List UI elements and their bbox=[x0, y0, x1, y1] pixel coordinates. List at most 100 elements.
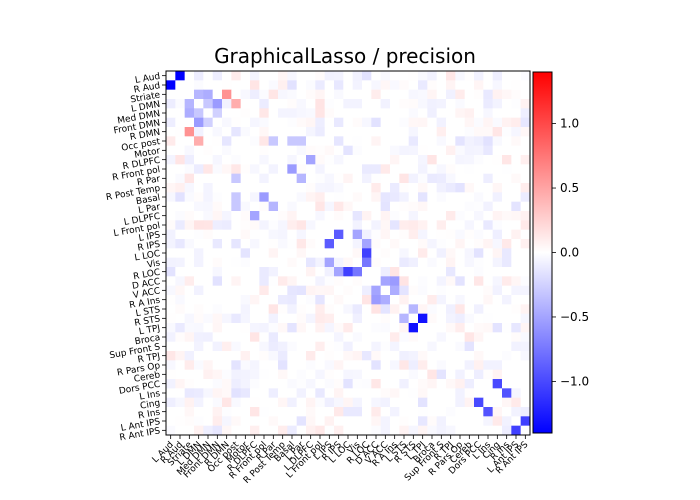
heatmap-cell bbox=[175, 267, 185, 277]
heatmap-cell bbox=[175, 425, 185, 436]
heatmap-cell bbox=[492, 127, 503, 137]
heatmap-cell bbox=[446, 323, 456, 333]
heatmap-cell bbox=[418, 257, 428, 268]
heatmap-cell bbox=[315, 229, 325, 240]
heatmap-cell bbox=[306, 285, 316, 296]
heatmap-cell bbox=[390, 71, 400, 81]
heatmap-cell bbox=[222, 211, 232, 221]
heatmap-cell bbox=[362, 397, 372, 408]
heatmap-cell bbox=[268, 248, 279, 258]
heatmap-cell bbox=[492, 211, 503, 221]
heatmap-cell bbox=[455, 183, 465, 193]
heatmap-cell bbox=[427, 425, 437, 436]
heatmap-cell bbox=[259, 183, 269, 193]
heatmap-cell bbox=[324, 248, 335, 258]
heatmap-cell bbox=[408, 211, 419, 221]
heatmap-cell bbox=[222, 80, 232, 90]
heatmap-cell bbox=[408, 239, 419, 249]
heatmap-cell bbox=[474, 304, 484, 314]
heatmap-cell bbox=[194, 332, 204, 342]
heatmap-cell bbox=[343, 108, 353, 118]
heatmap-cell bbox=[231, 71, 241, 81]
heatmap-cell bbox=[184, 341, 195, 352]
heatmap-cell bbox=[184, 267, 195, 277]
heatmap-cell bbox=[175, 295, 185, 305]
heatmap-cell bbox=[231, 220, 241, 230]
heatmap-cell bbox=[222, 192, 232, 202]
heatmap-cell bbox=[399, 108, 409, 118]
heatmap-cell bbox=[287, 145, 297, 156]
heatmap-cell bbox=[418, 117, 428, 128]
heatmap-cell bbox=[306, 248, 316, 258]
heatmap-cell bbox=[268, 267, 279, 277]
heatmap-cell bbox=[296, 397, 307, 408]
heatmap-cell bbox=[315, 351, 325, 361]
heatmap-cell bbox=[175, 192, 185, 202]
heatmap-cell bbox=[455, 211, 465, 221]
heatmap-cell bbox=[492, 425, 503, 436]
heatmap-cell bbox=[418, 276, 428, 286]
heatmap-cell bbox=[427, 360, 437, 370]
heatmap-cell bbox=[371, 304, 381, 314]
heatmap-cell bbox=[483, 155, 493, 165]
heatmap-cell bbox=[240, 192, 251, 202]
heatmap-cell bbox=[184, 173, 195, 184]
heatmap-cell bbox=[399, 425, 409, 436]
heatmap-cell bbox=[334, 295, 344, 305]
heatmap-cell bbox=[268, 397, 279, 408]
heatmap-cell bbox=[166, 416, 176, 426]
heatmap-cell bbox=[492, 117, 503, 128]
heatmap-cell bbox=[418, 323, 428, 333]
heatmap-cell bbox=[287, 71, 297, 81]
heatmap-cell bbox=[492, 341, 503, 352]
heatmap-cell bbox=[474, 220, 484, 230]
heatmap-cell bbox=[371, 388, 381, 398]
heatmap-cell bbox=[194, 173, 204, 184]
heatmap-cell bbox=[520, 127, 531, 137]
heatmap-cell bbox=[194, 239, 204, 249]
heatmap-cell bbox=[371, 108, 381, 118]
heatmap-cell bbox=[502, 257, 512, 268]
heatmap-cell bbox=[296, 248, 307, 258]
heatmap-cell bbox=[287, 155, 297, 165]
heatmap-cell bbox=[390, 407, 400, 417]
heatmap-cell bbox=[240, 285, 251, 296]
heatmap-cell bbox=[296, 304, 307, 314]
heatmap-cell bbox=[212, 155, 223, 165]
heatmap-cell bbox=[278, 164, 288, 174]
heatmap-cell bbox=[287, 407, 297, 417]
heatmap-cell bbox=[343, 211, 353, 221]
heatmap-cell bbox=[492, 183, 503, 193]
heatmap-cell bbox=[464, 304, 475, 314]
heatmap-cell bbox=[399, 351, 409, 361]
heatmap-cell bbox=[371, 425, 381, 436]
heatmap-cell bbox=[203, 145, 213, 156]
heatmap-cell bbox=[194, 80, 204, 90]
heatmap-cell bbox=[408, 155, 419, 165]
heatmap-cell bbox=[511, 80, 521, 90]
heatmap-cell bbox=[166, 136, 176, 146]
heatmap-cell bbox=[474, 332, 484, 342]
heatmap-cell bbox=[296, 295, 307, 305]
heatmap-cell bbox=[324, 173, 335, 184]
heatmap-cell bbox=[250, 295, 260, 305]
heatmap-cell bbox=[436, 201, 447, 212]
heatmap-cell bbox=[380, 99, 391, 109]
heatmap-cell bbox=[483, 351, 493, 361]
heatmap-cell bbox=[399, 313, 409, 324]
heatmap-cell bbox=[324, 220, 335, 230]
heatmap-cell bbox=[268, 183, 279, 193]
heatmap-cell bbox=[268, 425, 279, 436]
heatmap-cell bbox=[352, 229, 363, 240]
heatmap-cell bbox=[511, 220, 521, 230]
heatmap-cell bbox=[315, 127, 325, 137]
heatmap-cell bbox=[259, 397, 269, 408]
heatmap-cell bbox=[492, 257, 503, 268]
heatmap-cell bbox=[343, 351, 353, 361]
heatmap-cell bbox=[240, 80, 251, 90]
heatmap-cell bbox=[455, 360, 465, 370]
heatmap-cell bbox=[343, 397, 353, 408]
heatmap-cell bbox=[268, 127, 279, 137]
heatmap-cell bbox=[502, 407, 512, 417]
heatmap-cell bbox=[231, 136, 241, 146]
